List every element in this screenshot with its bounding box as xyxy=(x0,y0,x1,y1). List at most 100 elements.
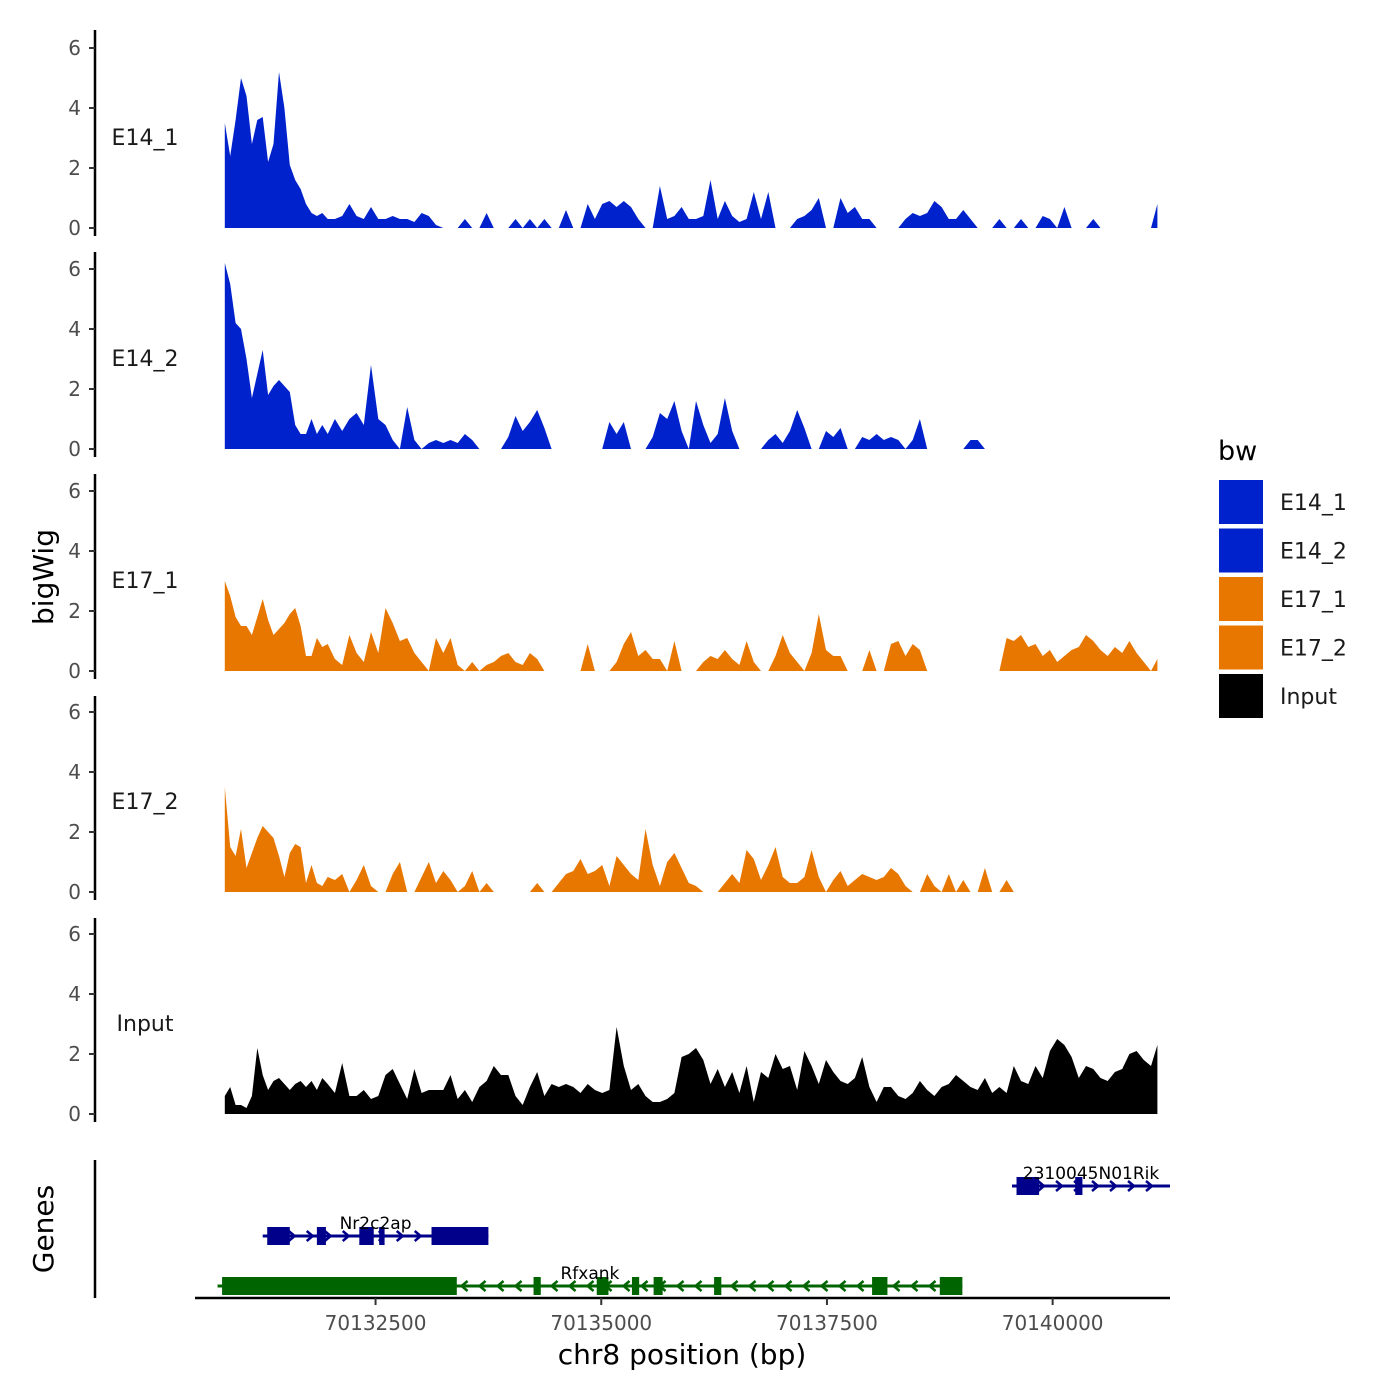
gene-exon-rfxank xyxy=(222,1277,457,1295)
y-tick-label-e14-1: 0 xyxy=(68,216,81,240)
gene-arrow-rfxank xyxy=(927,1280,937,1292)
y-tick-label-e17-2: 6 xyxy=(68,700,81,724)
gene-arrow-rfxank xyxy=(837,1280,847,1292)
gene-arrow-rfxank xyxy=(747,1280,757,1292)
gene-arrow-rfxank xyxy=(549,1280,559,1292)
gene-arrow-rfxank xyxy=(891,1280,901,1292)
y-tick-label-e17-1: 2 xyxy=(68,599,81,623)
y-tick-label-input: 2 xyxy=(68,1042,81,1066)
gene-arrow-nr2c2ap xyxy=(413,1230,423,1242)
gene-label-2310045n01rik: 2310045N01Rik xyxy=(1023,1164,1160,1184)
x-axis-title: chr8 position (bp) xyxy=(558,1338,807,1371)
y-tick-label-e17-1: 6 xyxy=(68,479,81,503)
gene-exon-nr2c2ap xyxy=(316,1227,326,1245)
y-tick-label-e14-2: 0 xyxy=(68,437,81,461)
legend-label-input: Input xyxy=(1280,685,1337,710)
gene-arrow-2310045n01rik xyxy=(1109,1180,1118,1192)
gene-arrow-nr2c2ap xyxy=(341,1230,351,1242)
legend-label-e14-1: E14_1 xyxy=(1280,491,1347,516)
gene-arrow-2310045n01rik xyxy=(1091,1180,1100,1192)
track-label-e14-1: E14_1 xyxy=(112,126,179,151)
y-tick-label-e14-2: 4 xyxy=(68,317,81,341)
gene-exon-rfxank xyxy=(533,1277,541,1295)
gene-exon-rfxank xyxy=(714,1277,722,1295)
gene-arrow-nr2c2ap xyxy=(323,1230,333,1242)
x-tick-label: 70135000 xyxy=(550,1311,652,1335)
y-axis-title: bigWig xyxy=(27,529,60,625)
legend-key-e17-2 xyxy=(1219,625,1263,670)
track-area-e14-2 xyxy=(224,263,1158,449)
gene-exon-2310045n01rik xyxy=(1075,1177,1083,1195)
gene-arrow-rfxank xyxy=(693,1280,703,1292)
y-tick-label-input: 4 xyxy=(68,982,81,1006)
legend-key-e14-2 xyxy=(1219,528,1263,573)
gene-arrow-2310045n01rik xyxy=(1127,1180,1136,1192)
gene-arrow-rfxank xyxy=(621,1280,631,1292)
track-label-e17-2: E17_2 xyxy=(112,790,179,815)
gene-arrow-rfxank xyxy=(729,1280,739,1292)
track-area-e14-1 xyxy=(224,72,1158,228)
y-tick-label-e14-2: 6 xyxy=(68,257,81,281)
track-area-e17-1 xyxy=(224,581,1158,671)
gene-exon-rfxank xyxy=(631,1277,640,1295)
y-tick-label-e14-1: 2 xyxy=(68,156,81,180)
legend-label-e17-2: E17_2 xyxy=(1280,637,1347,662)
gene-arrow-rfxank xyxy=(459,1280,469,1292)
track-area-e17-2 xyxy=(224,787,1158,892)
gene-arrow-2310045n01rik xyxy=(1145,1180,1154,1192)
gene-arrow-rfxank xyxy=(765,1280,775,1292)
x-tick-label: 70140000 xyxy=(1002,1311,1104,1335)
track-area-input xyxy=(224,1027,1158,1114)
gene-arrow-rfxank xyxy=(801,1280,811,1292)
gene-exon-nr2c2ap xyxy=(267,1227,290,1245)
gene-exon-nr2c2ap xyxy=(359,1227,374,1245)
gene-arrow-rfxank xyxy=(585,1280,595,1292)
genes-axis-title: Genes xyxy=(27,1185,60,1273)
y-tick-label-e17-1: 0 xyxy=(68,659,81,683)
gene-arrow-rfxank xyxy=(819,1280,829,1292)
legend-label-e17-1: E17_1 xyxy=(1280,588,1347,613)
gene-arrow-rfxank xyxy=(477,1280,487,1292)
x-tick-label: 70132500 xyxy=(325,1311,427,1335)
gene-exon-nr2c2ap xyxy=(379,1227,385,1245)
gene-arrow-2310045n01rik xyxy=(1055,1180,1064,1192)
legend-key-input xyxy=(1219,674,1263,718)
y-tick-label-e17-1: 4 xyxy=(68,539,81,563)
track-label-e14-2: E14_2 xyxy=(112,347,179,372)
gene-exon-nr2c2ap xyxy=(431,1227,489,1245)
y-tick-label-e14-1: 6 xyxy=(68,36,81,60)
gene-exon-rfxank xyxy=(596,1277,609,1295)
gene-arrow-rfxank xyxy=(783,1280,793,1292)
gene-arrow-nr2c2ap xyxy=(287,1230,297,1242)
legend-key-e14-1 xyxy=(1219,480,1263,524)
gene-exon-2310045n01rik xyxy=(1016,1177,1040,1195)
y-tick-label-e14-2: 2 xyxy=(68,377,81,401)
legend-key-e17-1 xyxy=(1219,577,1263,621)
gene-label-rfxank: Rfxank xyxy=(561,1264,620,1284)
track-label-e17-1: E17_1 xyxy=(112,569,179,594)
y-tick-label-e17-2: 0 xyxy=(68,880,81,904)
gene-arrow-rfxank xyxy=(855,1280,865,1292)
gene-arrow-rfxank xyxy=(495,1280,505,1292)
y-tick-label-e17-2: 4 xyxy=(68,760,81,784)
y-tick-label-input: 0 xyxy=(68,1102,81,1126)
y-tick-label-input: 6 xyxy=(68,922,81,946)
gene-arrow-rfxank xyxy=(909,1280,919,1292)
gene-arrow-2310045n01rik xyxy=(1037,1180,1046,1192)
track-label-input: Input xyxy=(117,1012,174,1037)
gene-exon-rfxank xyxy=(872,1277,888,1295)
gene-exon-rfxank xyxy=(939,1277,963,1295)
gene-arrow-rfxank xyxy=(567,1280,577,1292)
gene-label-nr2c2ap: Nr2c2ap xyxy=(340,1214,412,1234)
gene-exon-rfxank xyxy=(653,1277,663,1295)
gene-arrow-rfxank xyxy=(675,1280,685,1292)
gene-arrow-nr2c2ap xyxy=(305,1230,315,1242)
x-tick-label: 70137500 xyxy=(776,1311,878,1335)
y-tick-label-e14-1: 4 xyxy=(68,96,81,120)
gene-arrow-rfxank xyxy=(639,1280,649,1292)
gene-arrow-nr2c2ap xyxy=(395,1230,405,1242)
legend-label-e14-2: E14_2 xyxy=(1280,540,1347,565)
legend-title: bw xyxy=(1218,436,1257,467)
y-tick-label-e17-2: 2 xyxy=(68,820,81,844)
